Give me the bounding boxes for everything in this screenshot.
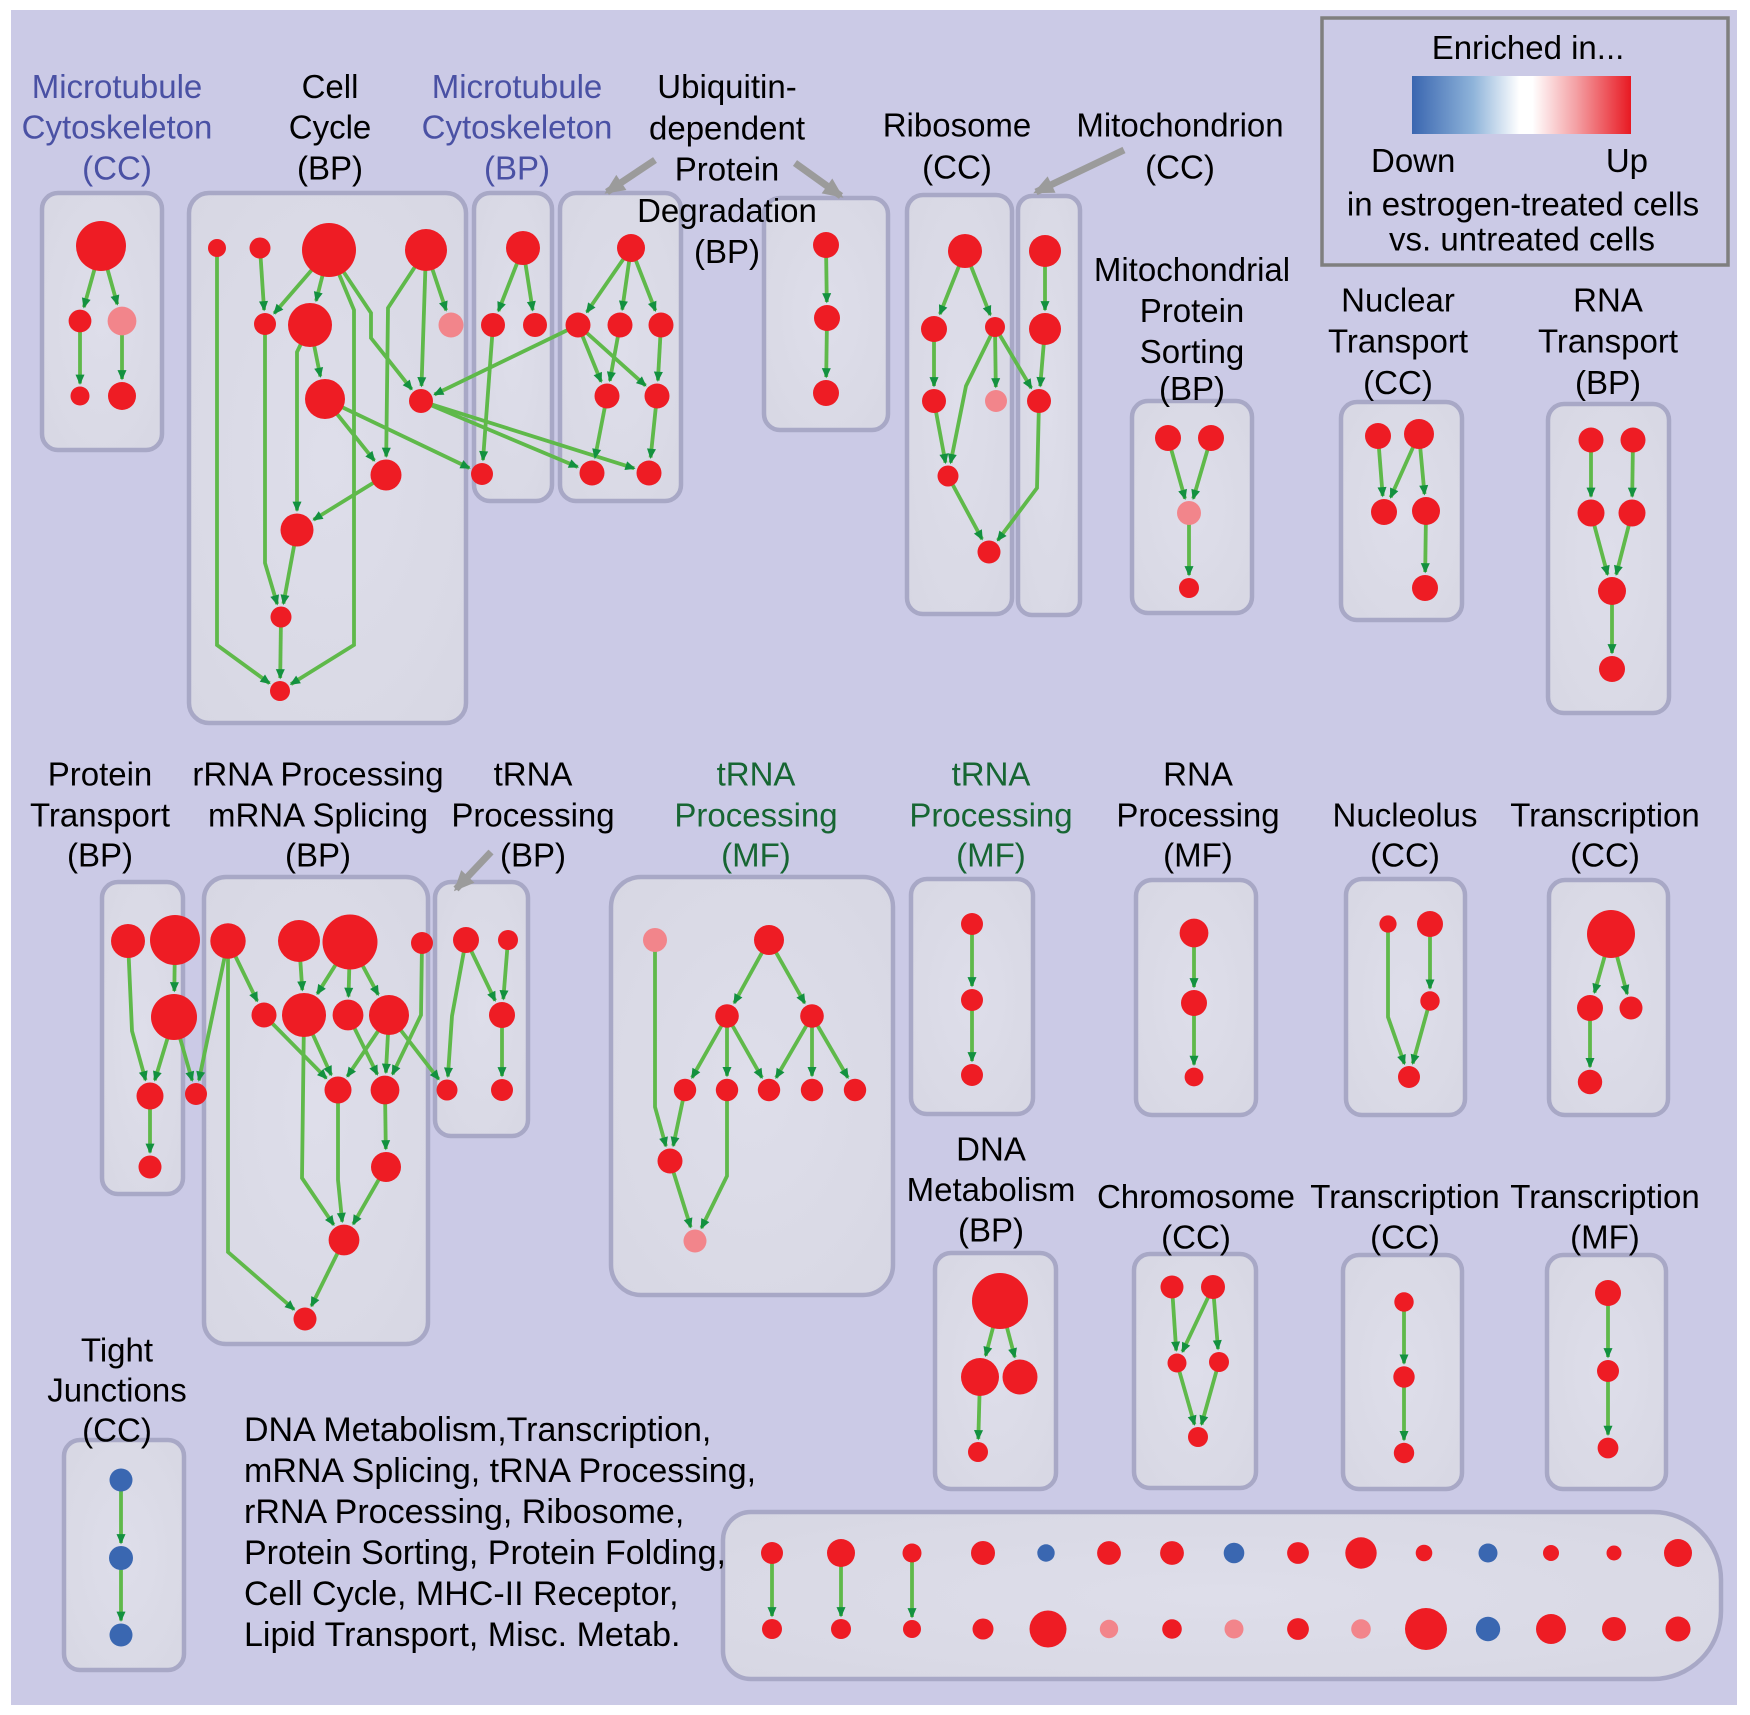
svg-text:(CC): (CC) <box>1363 364 1433 401</box>
svg-text:Down: Down <box>1371 142 1455 179</box>
svg-text:Junctions: Junctions <box>47 1372 186 1409</box>
svg-text:(CC): (CC) <box>1370 1219 1440 1256</box>
svg-text:(BP): (BP) <box>1159 370 1225 407</box>
svg-text:Transcription: Transcription <box>1310 1178 1500 1215</box>
svg-text:Cycle: Cycle <box>289 109 372 146</box>
svg-text:(MF): (MF) <box>1570 1219 1640 1256</box>
svg-text:Processing: Processing <box>674 797 837 834</box>
svg-text:Mitochondrial: Mitochondrial <box>1094 251 1290 288</box>
svg-text:mRNA Splicing: mRNA Splicing <box>208 797 428 834</box>
svg-text:(MF): (MF) <box>1163 837 1233 874</box>
svg-text:RNA: RNA <box>1163 756 1233 793</box>
svg-text:tRNA: tRNA <box>952 756 1031 793</box>
svg-text:Ubiquitin-: Ubiquitin- <box>657 68 796 105</box>
svg-text:Tight: Tight <box>81 1332 153 1369</box>
svg-text:Chromosome: Chromosome <box>1097 1178 1295 1215</box>
svg-text:Protein Sorting, Protein Foldi: Protein Sorting, Protein Folding, <box>244 1534 726 1572</box>
svg-text:DNA: DNA <box>956 1131 1026 1168</box>
svg-text:(BP): (BP) <box>285 837 351 874</box>
svg-text:in estrogen-treated cells: in estrogen-treated cells <box>1347 186 1699 223</box>
svg-text:Enriched in...: Enriched in... <box>1432 29 1625 66</box>
svg-text:Metabolism: Metabolism <box>907 1171 1076 1208</box>
svg-text:Transport: Transport <box>30 797 170 834</box>
svg-text:mRNA Splicing, tRNA Processing: mRNA Splicing, tRNA Processing, <box>244 1452 756 1490</box>
svg-text:(CC): (CC) <box>1145 149 1215 186</box>
svg-text:rRNA Processing, Ribosome,: rRNA Processing, Ribosome, <box>244 1493 684 1531</box>
svg-text:(CC): (CC) <box>82 1412 152 1449</box>
svg-text:Up: Up <box>1606 142 1648 179</box>
svg-text:Nucleolus: Nucleolus <box>1333 797 1478 834</box>
svg-text:Processing: Processing <box>451 797 614 834</box>
svg-text:Cell Cycle, MHC-II Receptor,: Cell Cycle, MHC-II Receptor, <box>244 1575 679 1613</box>
svg-text:Lipid Transport, Misc. Metab.: Lipid Transport, Misc. Metab. <box>244 1616 681 1654</box>
svg-text:Transcription: Transcription <box>1510 1178 1700 1215</box>
svg-text:(BP): (BP) <box>67 837 133 874</box>
svg-text:Sorting: Sorting <box>1140 333 1245 370</box>
svg-text:(BP): (BP) <box>297 150 363 187</box>
svg-text:(CC): (CC) <box>1370 837 1440 874</box>
svg-text:Cytoskeleton: Cytoskeleton <box>422 109 613 146</box>
svg-text:rRNA Processing: rRNA Processing <box>192 756 443 793</box>
svg-text:dependent: dependent <box>649 109 805 146</box>
svg-text:(CC): (CC) <box>1570 837 1640 874</box>
svg-text:Cell: Cell <box>302 68 359 105</box>
svg-text:DNA Metabolism,Transcription,: DNA Metabolism,Transcription, <box>244 1411 711 1449</box>
svg-text:Cytoskeleton: Cytoskeleton <box>22 109 213 146</box>
svg-text:Mitochondrion: Mitochondrion <box>1076 107 1283 144</box>
svg-text:RNA: RNA <box>1573 282 1643 319</box>
svg-text:(CC): (CC) <box>922 149 992 186</box>
svg-text:(BP): (BP) <box>484 150 550 187</box>
svg-text:Transcription: Transcription <box>1510 797 1700 834</box>
svg-text:Ribosome: Ribosome <box>883 107 1032 144</box>
svg-text:Microtubule: Microtubule <box>432 68 603 105</box>
svg-text:Transport: Transport <box>1538 323 1678 360</box>
svg-text:Protein: Protein <box>1140 292 1245 329</box>
svg-text:(BP): (BP) <box>1575 364 1641 401</box>
svg-text:Processing: Processing <box>1116 797 1279 834</box>
svg-text:(BP): (BP) <box>958 1212 1024 1249</box>
svg-text:(MF): (MF) <box>721 837 791 874</box>
svg-text:Degradation: Degradation <box>637 192 817 229</box>
svg-text:Processing: Processing <box>909 797 1072 834</box>
svg-text:tRNA: tRNA <box>717 756 796 793</box>
svg-text:Transport: Transport <box>1328 323 1468 360</box>
svg-text:(MF): (MF) <box>956 837 1026 874</box>
svg-text:(BP): (BP) <box>500 837 566 874</box>
svg-text:(CC): (CC) <box>82 150 152 187</box>
svg-text:Microtubule: Microtubule <box>32 68 203 105</box>
svg-text:(BP): (BP) <box>694 233 760 270</box>
svg-text:(CC): (CC) <box>1161 1219 1231 1256</box>
svg-text:Nuclear: Nuclear <box>1341 282 1455 319</box>
svg-text:vs. untreated cells: vs. untreated cells <box>1389 220 1655 257</box>
svg-text:Protein: Protein <box>48 756 153 793</box>
svg-text:tRNA: tRNA <box>494 756 573 793</box>
svg-text:Protein: Protein <box>675 151 780 188</box>
